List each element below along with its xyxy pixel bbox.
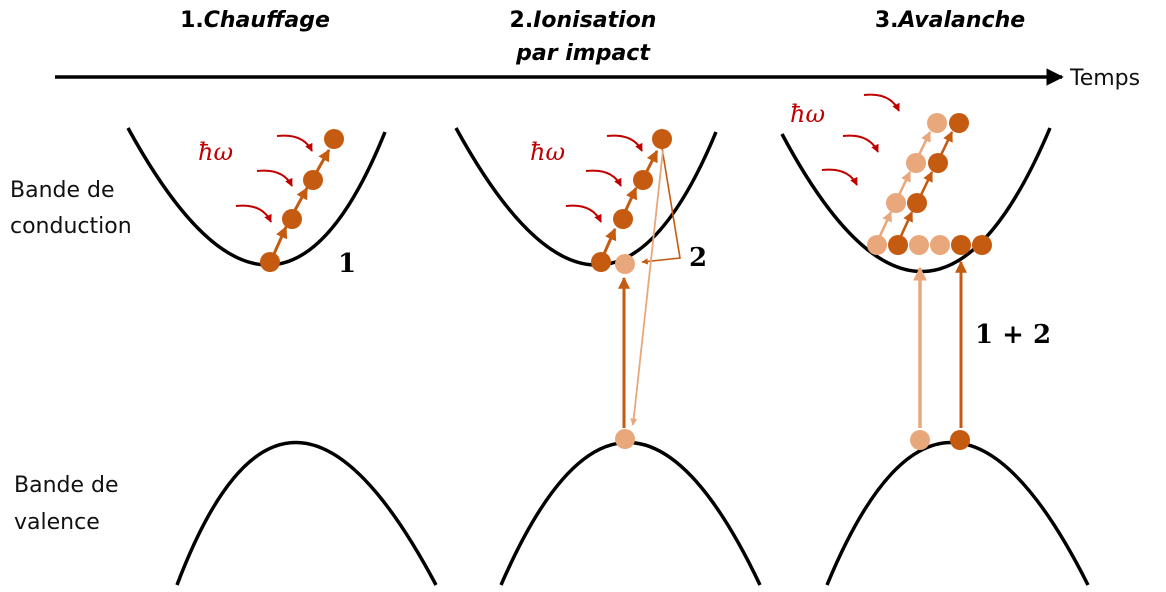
stage-3-process-label: 1 + 2	[975, 320, 1051, 350]
stage-1-transition-arrow	[314, 148, 331, 174]
stage-3-electron	[906, 153, 926, 173]
conduction-band-label: Bande de conduction	[10, 178, 132, 239]
stage-2-electron	[591, 252, 611, 272]
stage-3-photon-arrow	[842, 134, 879, 153]
stage-1-electron	[303, 170, 323, 190]
stage-3-electron	[886, 193, 906, 213]
stage-1-electron	[260, 252, 280, 272]
stage-1-transition-arrow	[292, 186, 309, 213]
stage-3-photon-label: ħω	[790, 100, 825, 128]
stage-3-electron	[867, 235, 887, 255]
stage-1-valence-band	[175, 441, 438, 586]
stage-2-transition-arrow	[644, 149, 659, 174]
stage-2-title-line2: par impact	[515, 41, 651, 66]
stage-2-photon-arrow	[606, 134, 643, 152]
stage-3-electron	[907, 193, 927, 213]
stage-1-process-label: 1	[338, 249, 356, 279]
stage-1-photon-arrow	[256, 169, 293, 187]
stage-3-electron	[888, 235, 908, 255]
stage-1-panel: ħω 1	[126, 127, 438, 586]
stage-2-energy-loss-arrow	[641, 147, 681, 265]
stage-1-electron	[282, 209, 302, 229]
stage-3-transition-arrow	[917, 131, 932, 156]
stage-2-electron	[613, 209, 633, 229]
valence-band-label: Bande de valence	[14, 473, 126, 535]
stage-1-transition-arrow	[272, 225, 288, 255]
stage-2-photon-label: ħω	[530, 138, 565, 166]
stage-1-photon-arrow	[276, 134, 313, 152]
stage-3-panel: ħω 1 + 2	[780, 93, 1090, 586]
stage-2-valence-band	[499, 441, 762, 586]
stage-3-electron	[949, 113, 969, 133]
stage-2-photon-arrow	[585, 169, 622, 187]
stage-3-title: 3.Avalanche	[875, 8, 1025, 33]
stage-2-electron	[633, 170, 653, 190]
stage-2-panel: ħω 2	[454, 127, 762, 586]
stage-2-impact-arrow	[630, 149, 664, 426]
stage-3-hole	[950, 430, 970, 450]
stage-3-photon-arrow	[863, 93, 900, 112]
stage-3-transition-arrow	[919, 171, 934, 196]
stage-1-title: 1.Chauffage	[180, 8, 330, 33]
stage-3-transition-arrow	[899, 211, 914, 237]
stage-3-hole	[910, 430, 930, 450]
stage-1-electron	[324, 129, 344, 149]
stage-3-electron	[972, 235, 992, 255]
stage-3-transition-arrow	[878, 211, 893, 237]
stage-2-photon-arrow	[565, 204, 602, 223]
stage-2-title: 2.Ionisation	[510, 8, 657, 33]
stage-3-photon-arrow	[821, 168, 858, 186]
stage-2-electron	[652, 129, 672, 149]
stage-3-electron	[951, 235, 971, 255]
stage-3-transition-arrow	[897, 171, 912, 196]
stage-2-transition-arrow	[602, 227, 617, 255]
stage-3-electron	[928, 153, 948, 173]
stage-3-transition-arrow	[939, 131, 954, 156]
stage-1-photon-label: ħω	[198, 138, 233, 166]
stage-3-electron	[930, 235, 950, 255]
stage-2-transition-arrow	[623, 186, 638, 213]
stage-2-process-label: 2	[689, 243, 707, 273]
stage-3-electron	[927, 113, 947, 133]
stage-2-new-electron	[615, 254, 635, 274]
time-axis-label: Temps	[1069, 66, 1140, 91]
stage-3-valence-band	[825, 441, 1090, 586]
stage-1-photon-arrow	[235, 204, 272, 223]
stage-2-hole	[615, 429, 635, 449]
stage-3-electron	[909, 235, 929, 255]
stage-1-conduction-band	[126, 127, 387, 267]
